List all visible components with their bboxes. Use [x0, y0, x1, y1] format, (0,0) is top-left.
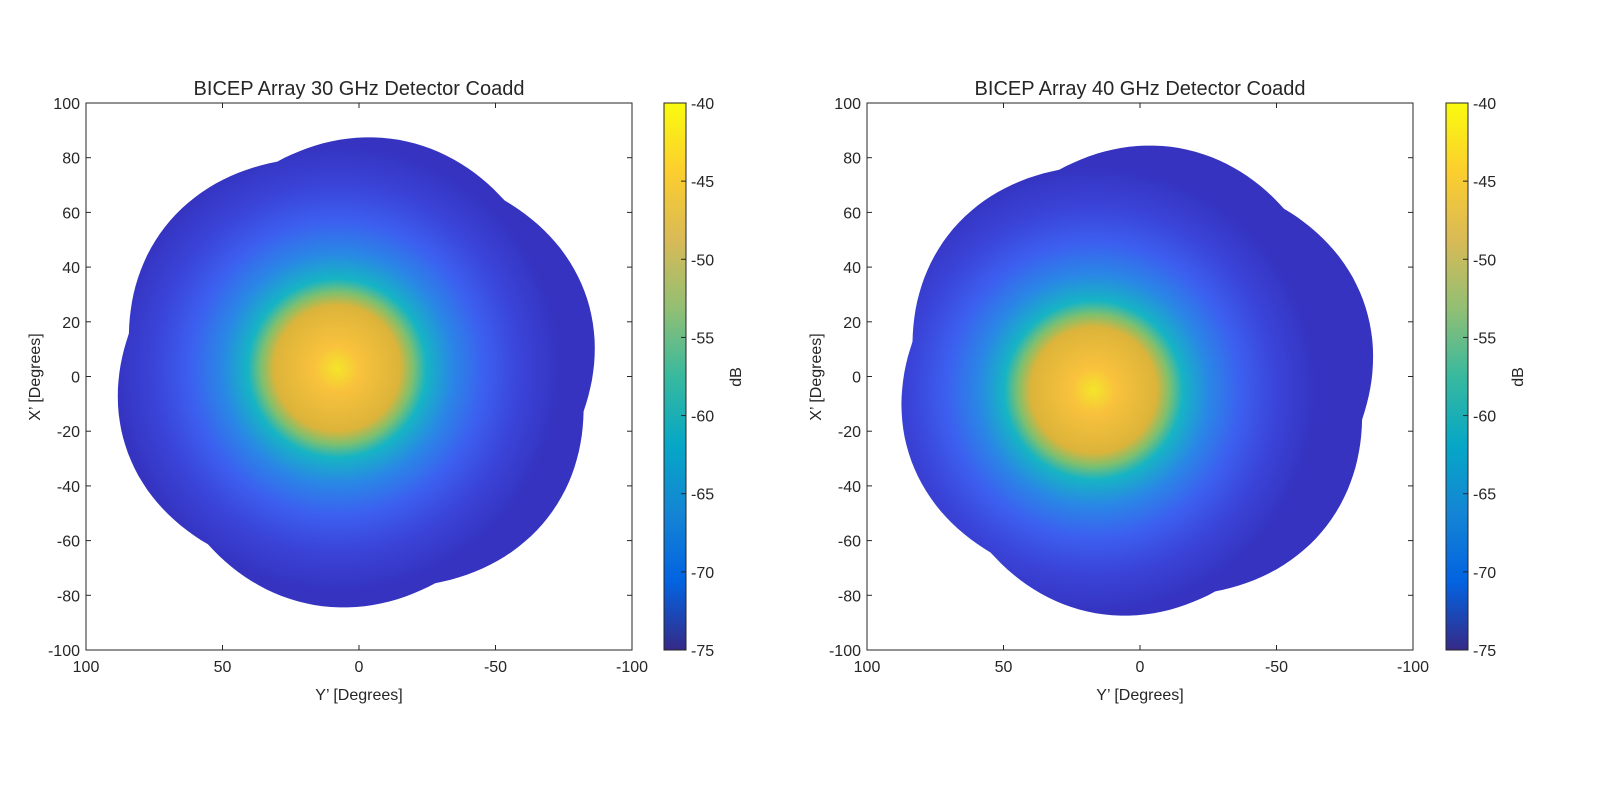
- x-tick-label: 100: [854, 659, 881, 676]
- y-tick-label: -40: [838, 479, 861, 496]
- y-tick-label: 60: [62, 205, 80, 222]
- y-tick-label: 20: [843, 315, 861, 332]
- colorbar-label: dB: [1510, 367, 1527, 387]
- colorbar-tick-label: -45: [1473, 174, 1496, 191]
- y-tick-label: 0: [852, 370, 861, 387]
- y-tick-label: 100: [53, 96, 80, 113]
- colorbar-label: dB: [728, 367, 745, 387]
- colorbar-tick-label: -60: [691, 409, 714, 426]
- y-tick-label: 60: [843, 205, 861, 222]
- y-axis-label: X’ [Degrees]: [27, 333, 44, 420]
- colorbar: [1445, 102, 1469, 651]
- x-tick-label: 0: [1136, 659, 1145, 676]
- y-tick-label: -60: [57, 534, 80, 551]
- y-tick-label: -40: [57, 479, 80, 496]
- x-tick-label: 0: [355, 659, 364, 676]
- x-tick-label: 50: [214, 659, 232, 676]
- y-tick-label: -20: [57, 424, 80, 441]
- x-tick-label: -50: [1265, 659, 1288, 676]
- y-axis-label: X’ [Degrees]: [808, 333, 825, 420]
- y-tick-label: 80: [843, 151, 861, 168]
- y-tick-label: 20: [62, 315, 80, 332]
- colorbar-tick-label: -70: [691, 565, 714, 582]
- colorbar: [663, 102, 687, 651]
- beam-map: [117, 137, 595, 608]
- colorbar-tick-label: -75: [1473, 643, 1496, 660]
- x-tick-label: 50: [995, 659, 1013, 676]
- y-tick-label: 0: [71, 370, 80, 387]
- x-axis-label: Y’ [Degrees]: [315, 687, 402, 704]
- y-tick-label: 40: [62, 260, 80, 277]
- y-tick-label: 40: [843, 260, 861, 277]
- y-tick-label: -60: [838, 534, 861, 551]
- colorbar-tick-label: -50: [691, 252, 714, 269]
- y-tick-label: -80: [838, 588, 861, 605]
- y-tick-label: -100: [829, 643, 861, 660]
- colorbar-tick-label: -75: [691, 643, 714, 660]
- y-tick-label: 80: [62, 151, 80, 168]
- colorbar-tick-label: -55: [691, 330, 714, 347]
- colorbar-tick-label: -60: [1473, 409, 1496, 426]
- x-axis-label: Y’ [Degrees]: [1096, 687, 1183, 704]
- panel-40ghz: BICEP Array 40 GHz Detector Coadd Y’ [De…: [808, 78, 1527, 704]
- colorbar-tick-label: -40: [691, 96, 714, 113]
- x-tick-label: -50: [484, 659, 507, 676]
- colorbar-tick-label: -65: [1473, 487, 1496, 504]
- y-tick-label: 100: [834, 96, 861, 113]
- x-tick-label: -100: [616, 659, 648, 676]
- x-tick-label: 100: [73, 659, 100, 676]
- colorbar-tick-label: -45: [691, 174, 714, 191]
- beam-map: [901, 145, 1374, 616]
- colorbar-tick-label: -70: [1473, 565, 1496, 582]
- colorbar-tick-label: -65: [691, 487, 714, 504]
- y-tick-label: -20: [838, 424, 861, 441]
- panel-30ghz: BICEP Array 30 GHz Detector Coadd Y’ [De…: [27, 78, 745, 704]
- colorbar-tick-label: -55: [1473, 330, 1496, 347]
- y-tick-label: -100: [48, 643, 80, 660]
- colorbar-tick-label: -40: [1473, 96, 1496, 113]
- y-tick-label: -80: [57, 588, 80, 605]
- chart-title: BICEP Array 40 GHz Detector Coadd: [975, 78, 1306, 100]
- colorbar-tick-label: -50: [1473, 252, 1496, 269]
- x-tick-label: -100: [1397, 659, 1429, 676]
- chart-title: BICEP Array 30 GHz Detector Coadd: [194, 78, 525, 100]
